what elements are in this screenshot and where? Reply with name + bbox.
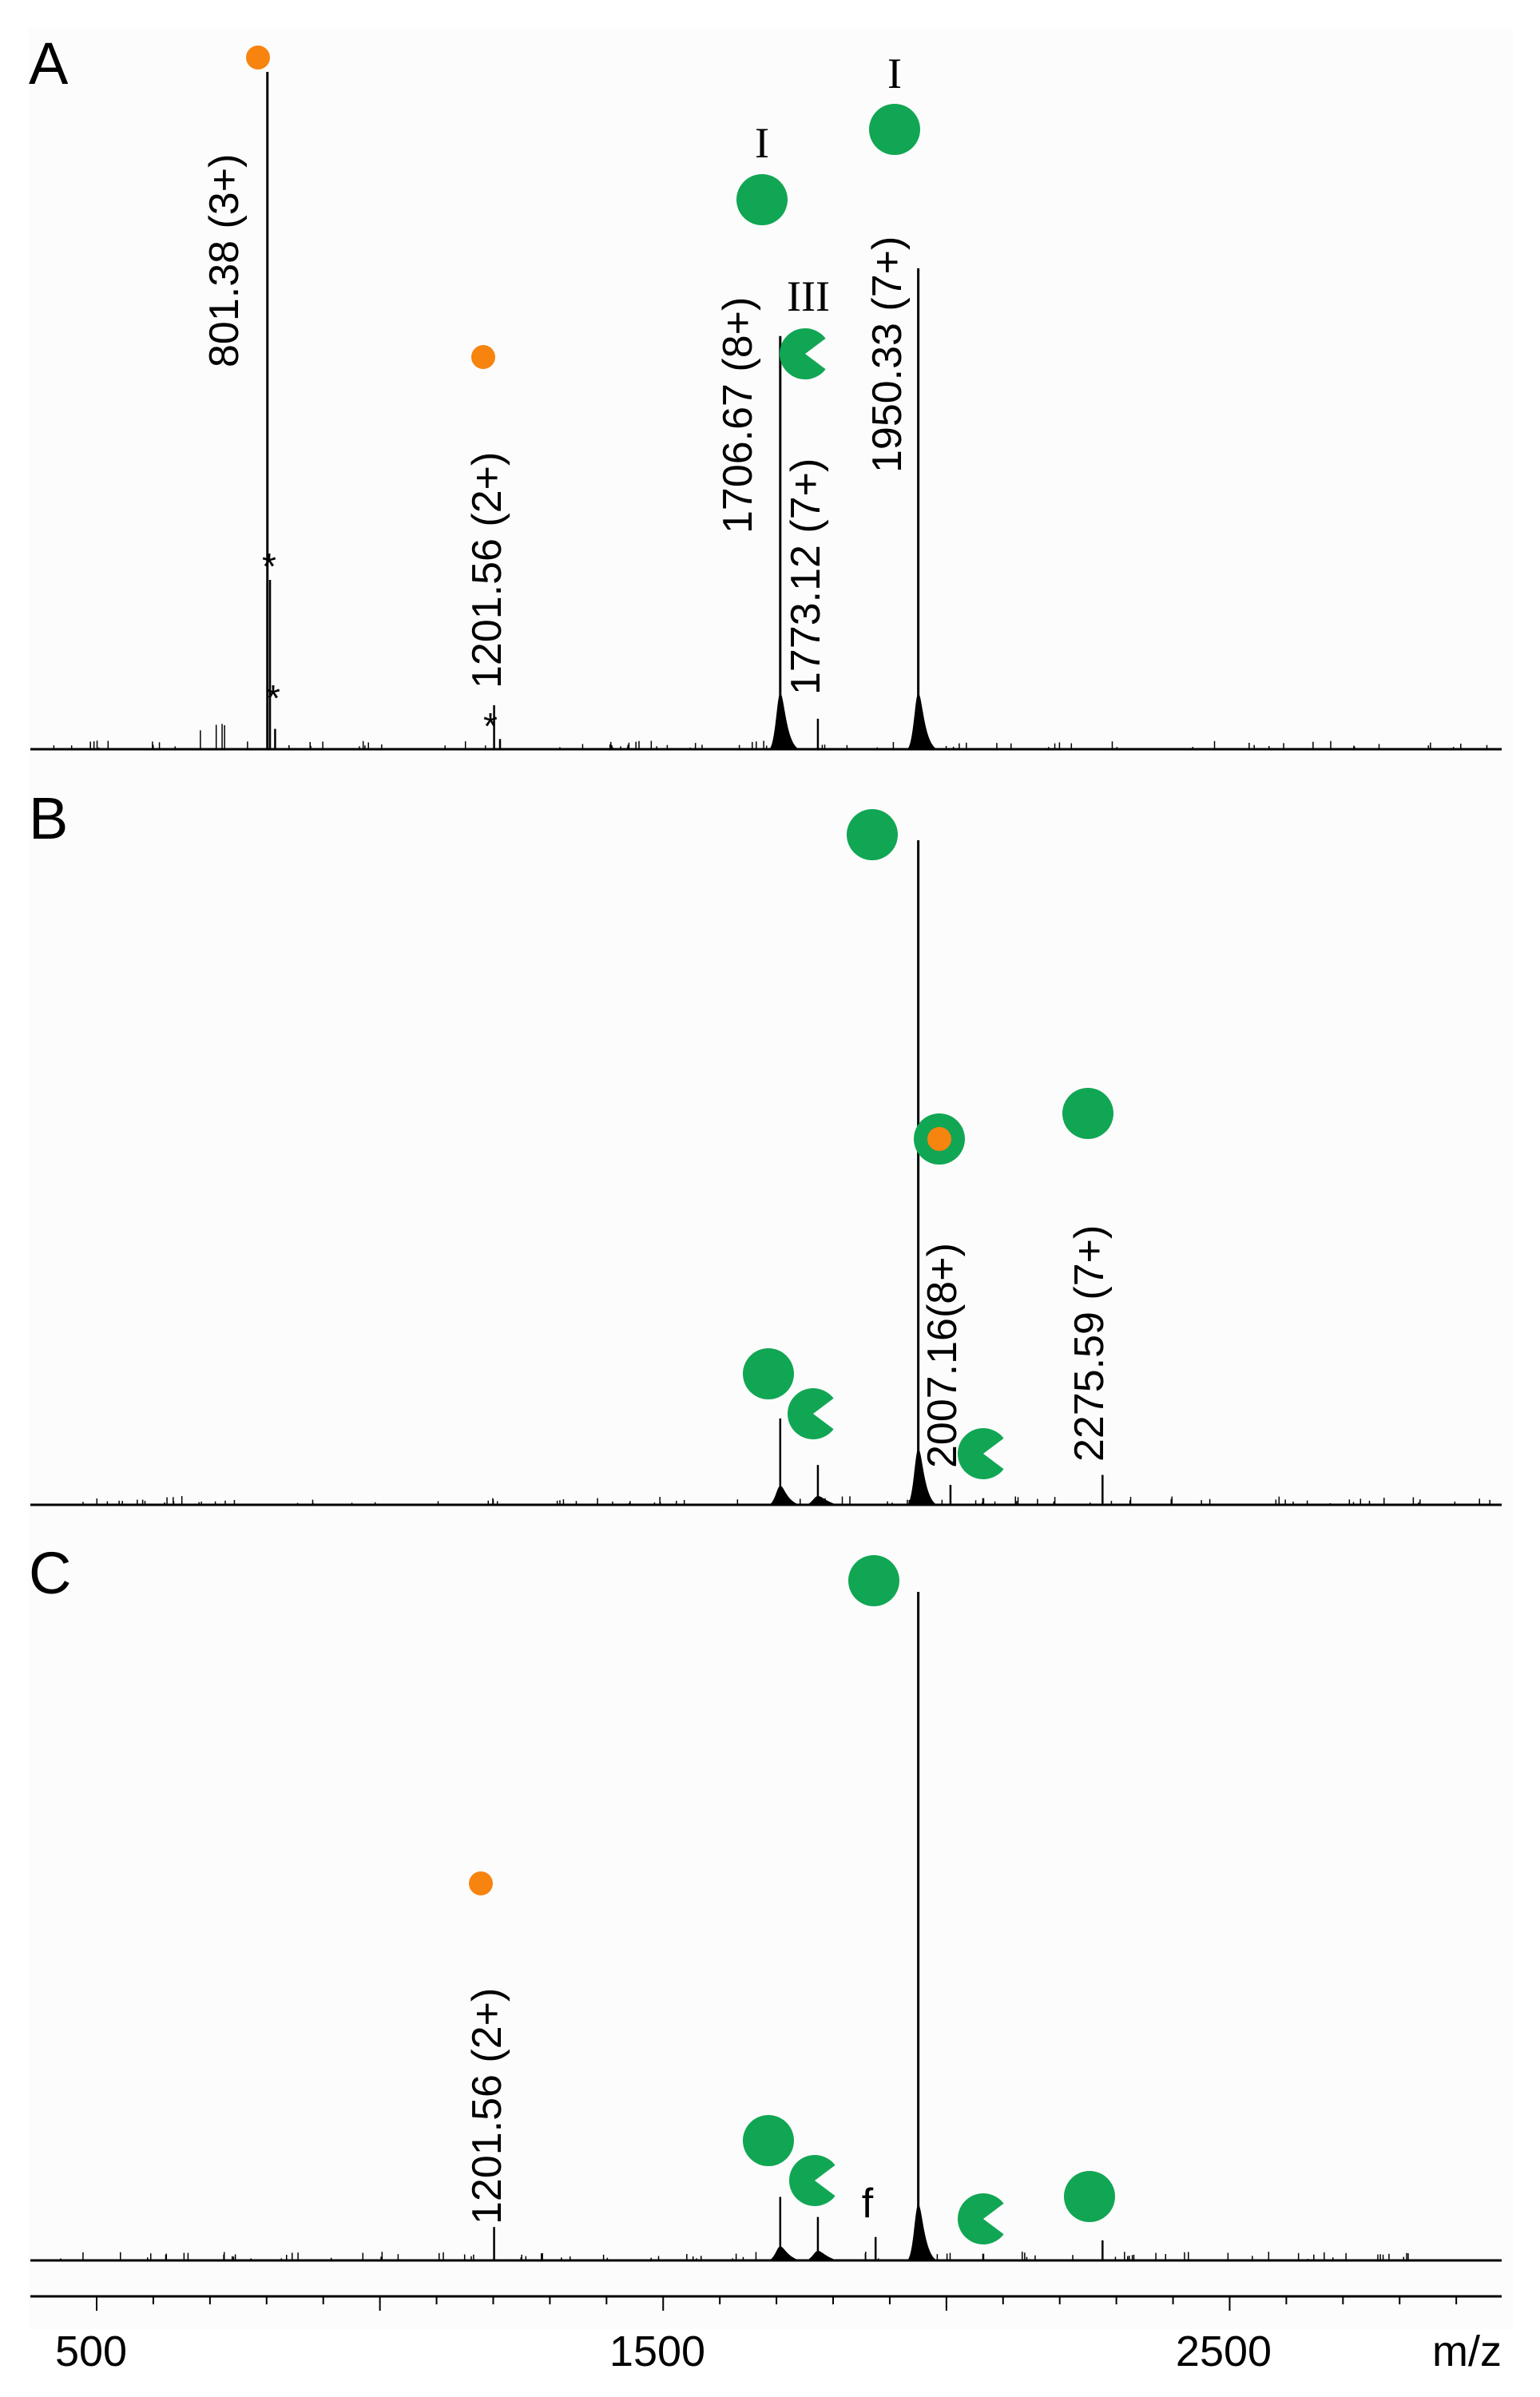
x-tick-label-1500: 1500	[609, 2328, 705, 2375]
peak-label-a-1773: 1773.12 (7+)	[783, 458, 829, 695]
green-circle-marker-c-2275	[1064, 2171, 1115, 2222]
green-circle-marker-c-1950	[848, 1555, 899, 1606]
asterisk-a-1: *	[262, 546, 276, 587]
peak-envelope-b-1950	[907, 1449, 938, 1505]
x-tick-label-2500: 2500	[1176, 2328, 1272, 2375]
roman-label-a-1706: I	[755, 119, 769, 167]
peak-envelope-a-1950	[907, 693, 938, 749]
asterisk-a-2: *	[266, 677, 280, 719]
annotation-c-f: f	[862, 2181, 874, 2227]
green-pacman-marker-c-1773	[789, 2154, 835, 2206]
peak-label-c-1201: 1201.56 (2+)	[464, 1988, 510, 2224]
peak-envelope-c-1773	[806, 2251, 837, 2260]
green-circle-marker-a-1706	[736, 174, 788, 225]
peak-label-a-1950: 1950.33 (7+)	[864, 236, 911, 473]
x-axis-label: m/z	[1432, 2328, 1502, 2375]
green-circle-marker-b-1706	[743, 1348, 794, 1399]
peak-label-b-2275: 2275.59 (7+)	[1066, 1225, 1113, 1462]
peak-label-a-1201: 1201.56 (2+)	[464, 452, 510, 689]
roman-label-a-1773: III	[787, 272, 830, 320]
green-pacman-marker-b-1773	[788, 1388, 834, 1439]
green-circle-marker-b-1950	[847, 809, 898, 860]
orange-dot-marker-a-801	[246, 46, 270, 69]
peak-envelope-c-1707	[768, 2246, 800, 2260]
green-circle-marker-b-2275	[1062, 1088, 1113, 1139]
peak-envelope-b-1707	[768, 1486, 800, 1505]
orange-dot-marker-c-1201	[469, 1871, 493, 1895]
spectrum-traces	[53, 72, 1490, 2260]
peak-label-a-801: 801.38 (3+)	[201, 154, 248, 367]
peak-label-b-2007: 2007.16(8+)	[919, 1243, 966, 1468]
green-circle-marker-a-1950	[869, 104, 920, 155]
roman-label-a-1950: I	[887, 50, 902, 97]
green-pacman-marker-c-2065	[958, 2193, 1004, 2244]
peak-envelope-c-1950	[907, 2205, 938, 2260]
plot-background	[29, 29, 1513, 2329]
x-tick-label-500: 500	[55, 2328, 127, 2375]
green-orange-marker-b-2007-inner	[927, 1127, 951, 1151]
peak-envelope-a-1707	[768, 693, 800, 749]
peak-label-a-1706: 1706.67 (8+)	[715, 297, 761, 534]
green-circle-marker-c-1706	[743, 2115, 794, 2166]
green-pacman-marker-a-1773	[779, 328, 826, 379]
panel-letter-c: C	[29, 1540, 71, 1606]
panel-letter-b: B	[29, 785, 68, 851]
orange-dot-marker-a-1201	[471, 345, 495, 369]
peak-envelope-b-1773	[806, 1496, 837, 1505]
green-pacman-marker-b-2065	[958, 1428, 1004, 1479]
x-axis-ticks	[96, 2296, 1458, 2311]
asterisk-a-3: *	[483, 705, 498, 747]
panel-letter-a: A	[29, 30, 69, 97]
